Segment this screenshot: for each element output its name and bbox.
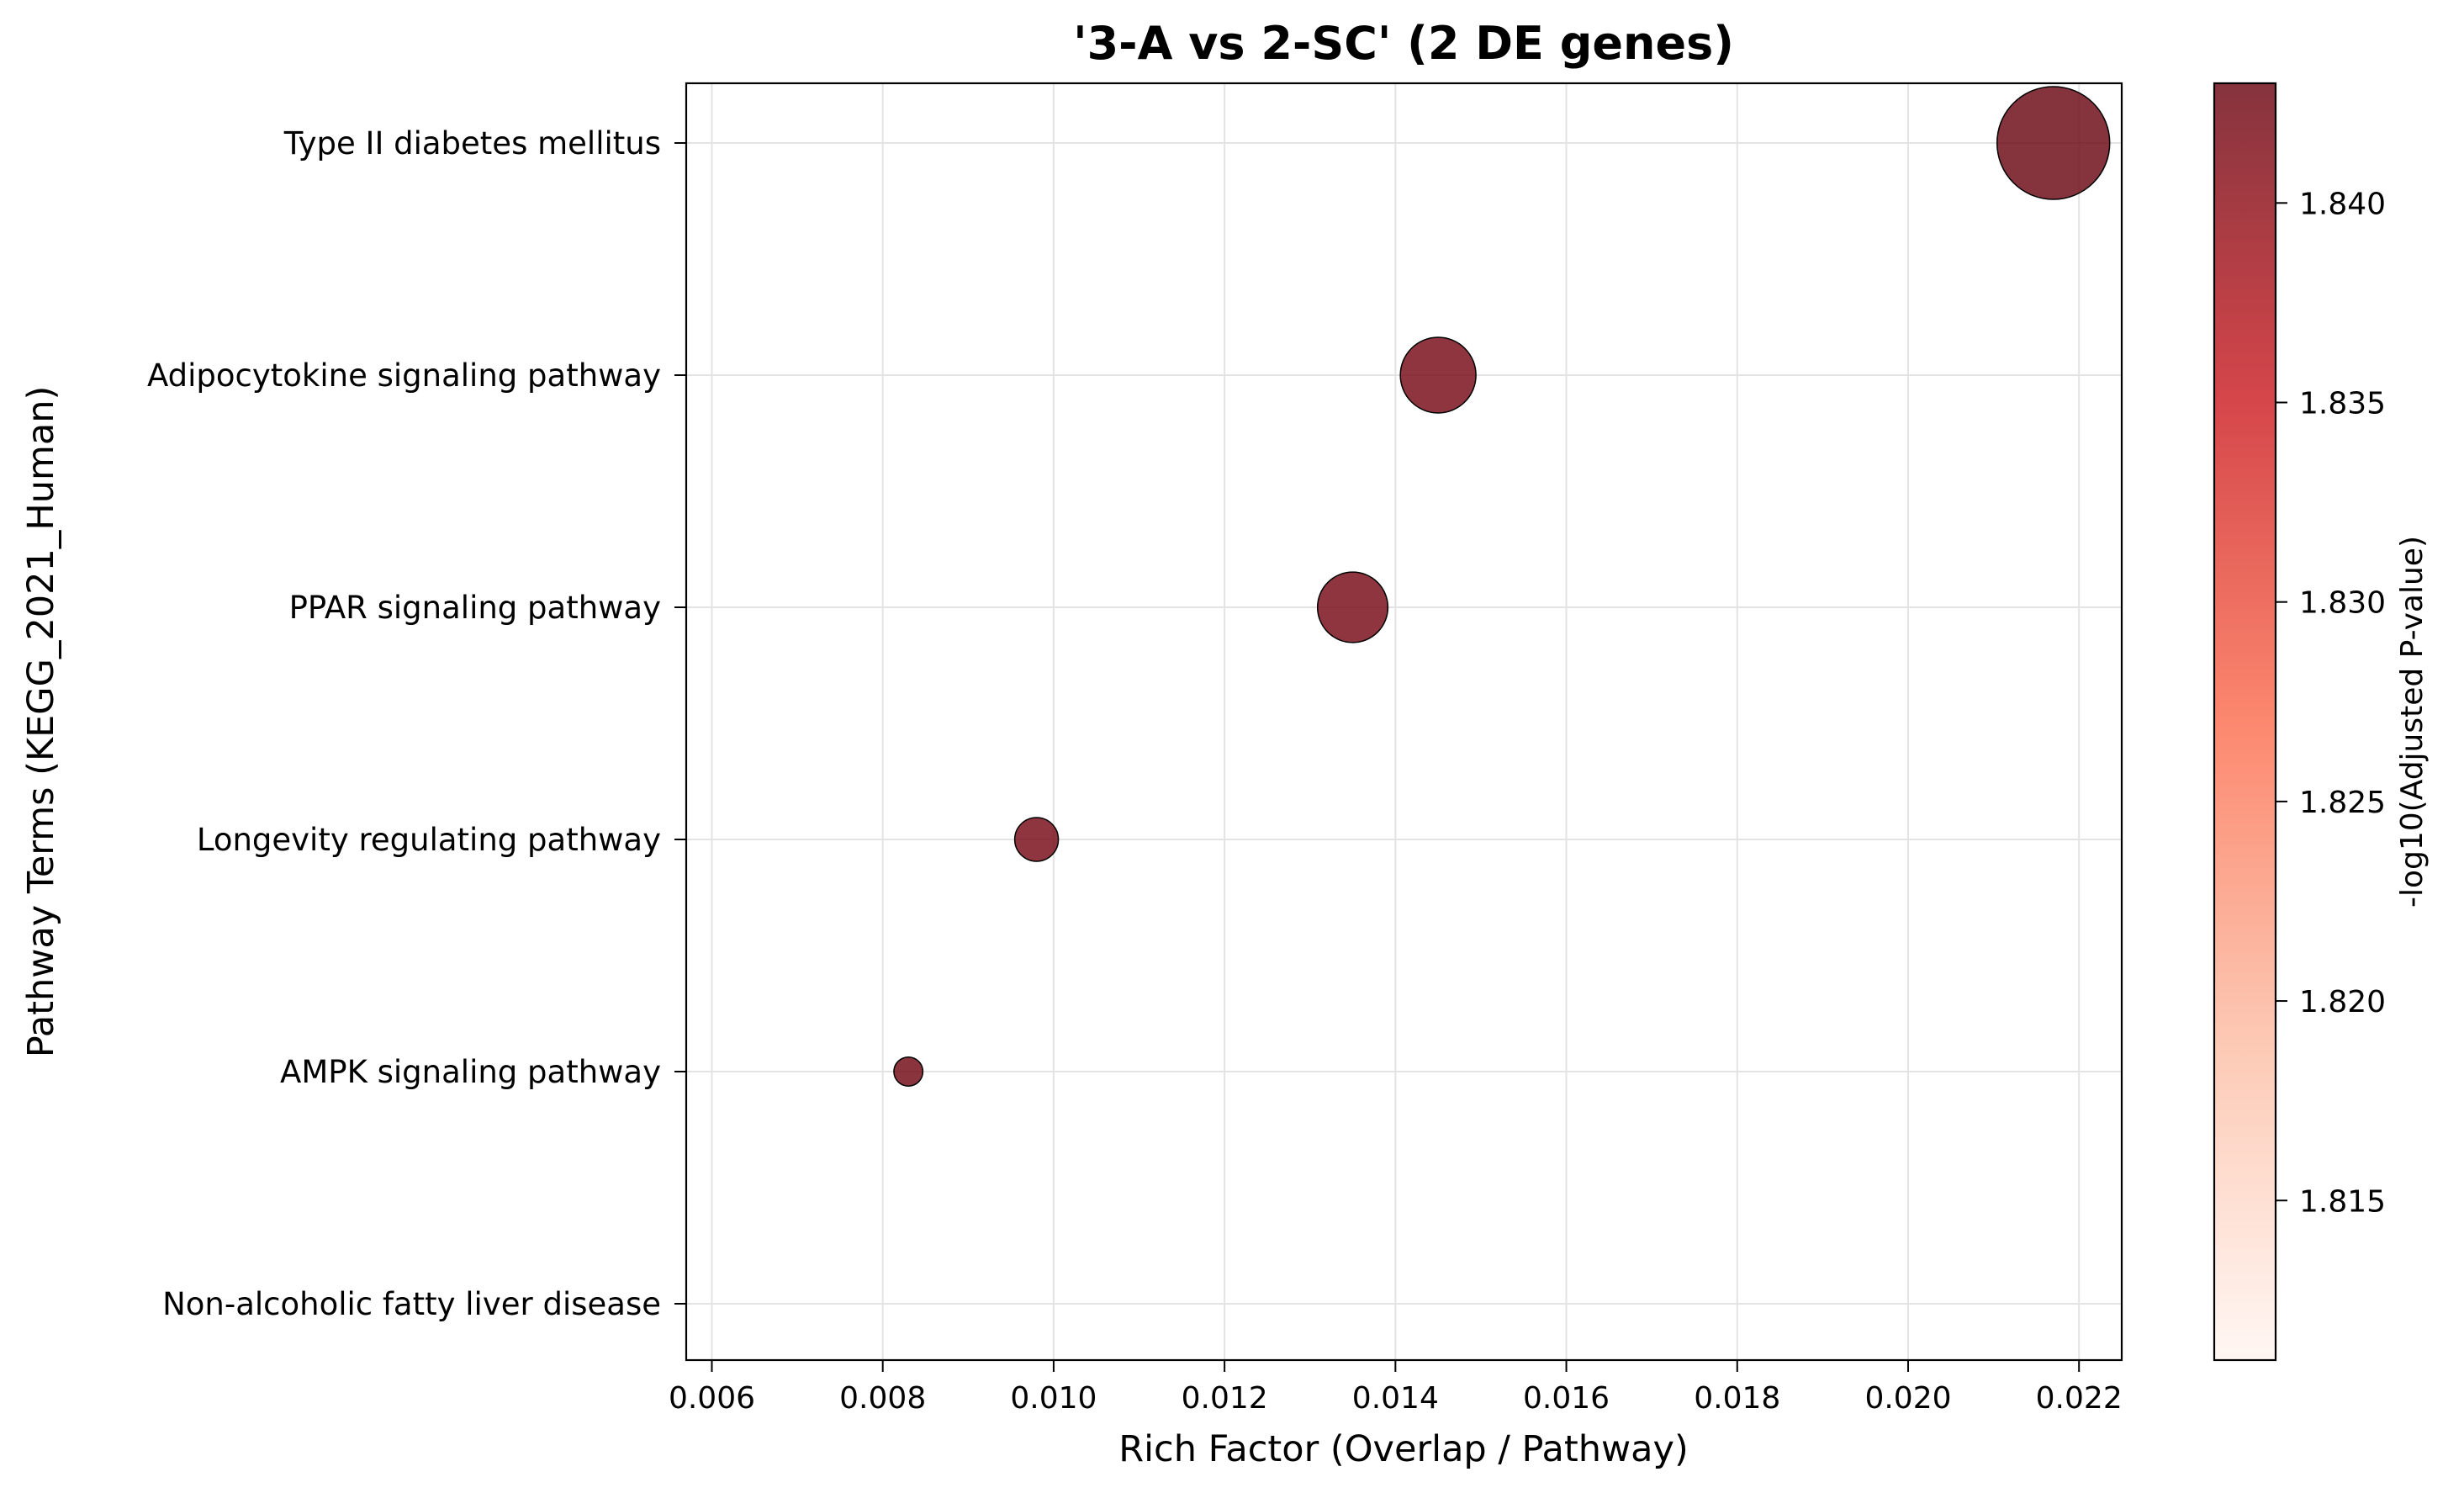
data-point	[1316, 571, 1389, 643]
colorbar-tick-label: 1.835	[2299, 387, 2386, 421]
colorbar-scale	[2213, 82, 2277, 1362]
y-tick-label: AMPK signaling pathway	[280, 1054, 661, 1090]
y-tick-label: PPAR signaling pathway	[289, 590, 661, 626]
x-tick-label: 0.008	[839, 1381, 926, 1416]
plot-frame	[685, 82, 2123, 1362]
x-tick-label: 0.022	[2036, 1381, 2123, 1416]
colorbar-tick-label: 1.840	[2299, 187, 2386, 221]
colorbar: 1.815 1.820 1.825 1.830 1.835 1.840	[2213, 82, 2386, 1362]
data-point	[1996, 86, 2111, 200]
y-tick-label: Adipocytokine signaling pathway	[147, 357, 661, 394]
x-tick-label: 0.006	[669, 1381, 755, 1416]
data-points	[893, 86, 2111, 1087]
y-tick-label: Type II diabetes mellitus	[283, 125, 661, 161]
chart-title: '3-A vs 2-SC' (2 DE genes)	[1073, 17, 1734, 70]
x-tick-label: 0.020	[1864, 1381, 1951, 1416]
x-tick-label: 0.010	[1010, 1381, 1097, 1416]
x-tick-label: 0.014	[1352, 1381, 1439, 1416]
x-tick-label: 0.016	[1523, 1381, 1610, 1416]
colorbar-tick-label: 1.815	[2299, 1184, 2386, 1219]
x-tick-label: 0.018	[1694, 1381, 1780, 1416]
data-point	[893, 1056, 924, 1087]
colorbar-tick-label: 1.825	[2299, 786, 2386, 820]
y-axis-label: Pathway Terms (KEGG_2021_Human)	[20, 386, 62, 1057]
colorbar-label: -log10(Adjusted P-value)	[2395, 536, 2430, 908]
colorbar-tick-label: 1.830	[2299, 586, 2386, 621]
colorbar-tick-label: 1.820	[2299, 985, 2386, 1019]
data-point	[1399, 336, 1477, 414]
axes: 0.006 0.008 0.010 0.012 0.014 0.016 0.018 0.020…	[147, 82, 2123, 1416]
y-tick-label: Non-alcoholic fatty liver disease	[162, 1286, 661, 1322]
y-tick-label: Longevity regulating pathway	[197, 822, 661, 858]
x-axis-label: Rich Factor (Overlap / Pathway)	[1118, 1428, 1689, 1470]
grid-lines	[686, 83, 2122, 1360]
x-tick-label: 0.012	[1182, 1381, 1268, 1416]
data-point	[1013, 817, 1060, 862]
